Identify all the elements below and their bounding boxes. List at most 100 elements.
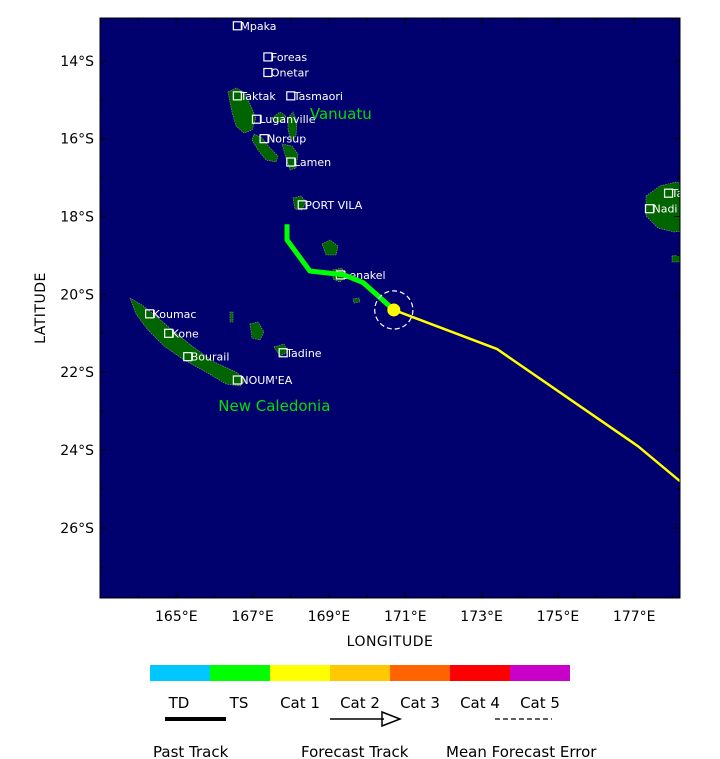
place-square-icon	[263, 67, 273, 78]
y-tick-label: 22°S	[60, 365, 94, 381]
place-label: Nadi	[652, 203, 677, 216]
category-label: Cat 1	[280, 694, 320, 712]
x-axis-title: LONGITUDE	[347, 634, 434, 650]
landmass-maewo	[287, 111, 298, 141]
place-marker: Kone	[164, 327, 199, 340]
x-tick-label: 165°E	[155, 609, 198, 625]
place-label: NOUM'EA	[240, 374, 292, 387]
map-area: Mpaka Foreas Onetar Taktak Tasmaori Luganvill…	[99, 17, 704, 599]
place-label: Luganville	[259, 113, 315, 126]
place-label: PORT VILA	[305, 199, 363, 212]
y-tick-label: 16°S	[60, 132, 94, 148]
place-label: Tadine	[285, 347, 322, 360]
place-marker: Tavua	[663, 187, 704, 200]
place-marker: Luganville	[251, 113, 316, 126]
x-axis-ticks: 165°E 167°E 169°E 171°E 173°E 175°E 177°E	[137, 18, 673, 625]
landmass-mare	[273, 343, 289, 357]
y-axis-title: LATITUDE	[33, 272, 49, 344]
place-label: Onetar	[271, 66, 309, 79]
place-label: Mpaka	[240, 20, 276, 33]
landmass-lifou	[249, 321, 265, 341]
place-square-icon	[286, 91, 296, 101]
y-tick-label: 24°S	[60, 443, 94, 459]
place-marker: PORT VILA	[297, 199, 363, 212]
y-tick-label: 18°S	[60, 210, 94, 226]
landmass-pentecost	[271, 111, 287, 123]
place-label: Taktak	[239, 90, 276, 103]
category-label: Cat 4	[460, 694, 500, 712]
region-labels: Vanuatu New Caledonia	[218, 105, 371, 415]
place-label: Kone	[172, 327, 199, 340]
category-swatch	[210, 665, 270, 681]
category-label: Cat 2	[340, 694, 380, 712]
category-swatch	[510, 665, 570, 681]
storm-tracks	[284, 224, 680, 483]
category-label: TS	[229, 694, 249, 712]
place-marker: Koumac	[145, 308, 197, 321]
place-marker: Bourail	[183, 351, 230, 364]
place-label: Tasmaori	[293, 90, 343, 103]
landmass-erromango	[321, 239, 339, 256]
landmass-fiji-islet	[671, 254, 680, 263]
region-label: New Caledonia	[218, 397, 330, 415]
place-square-icon	[183, 352, 193, 362]
place-marker: Taktak	[232, 90, 276, 103]
place-square-icon	[232, 21, 242, 31]
y-tick-label: 26°S	[60, 521, 94, 537]
landmass-espiritu-santo	[227, 87, 257, 134]
place-square-icon	[278, 348, 288, 358]
landmass-grande-terre	[129, 297, 247, 387]
landmass-malekula	[251, 133, 279, 163]
x-tick-label: 171°E	[384, 609, 427, 625]
landmass-ouvea	[229, 311, 234, 323]
place-marker: Onetar	[263, 66, 309, 79]
landmass-anatom	[352, 297, 361, 304]
past-track-label: Past Track	[153, 743, 229, 759]
place-square-icon	[145, 309, 155, 319]
category-label: TD	[168, 694, 190, 712]
place-square-icon	[232, 375, 242, 385]
category-swatch	[270, 665, 330, 681]
place-square-icon	[259, 134, 269, 144]
category-swatch	[150, 665, 210, 681]
region-label: Vanuatu	[310, 105, 372, 123]
y-axis-ticks: 14°S 16°S 18°S 20°S 22°S 24°S 26°S	[60, 21, 680, 568]
place-label: Bourail	[191, 351, 230, 364]
y-tick-label: 14°S	[60, 54, 94, 70]
forecast-track-line	[393, 308, 680, 483]
forecast-error-circle	[374, 290, 414, 330]
place-square-icon	[251, 114, 262, 124]
category-swatch	[330, 665, 390, 681]
category-label: Cat 5	[520, 694, 560, 712]
place-square-icon	[232, 91, 242, 101]
place-marker: Tasmaori	[286, 90, 343, 103]
category-swatch	[390, 665, 450, 681]
category-swatch	[450, 665, 510, 681]
x-tick-label: 177°E	[613, 609, 656, 625]
place-label: Lamen	[294, 156, 331, 169]
place-square-icon	[663, 188, 674, 198]
place-square-icon	[644, 204, 655, 214]
category-labels: TD TS Cat 1 Cat 2 Cat 3 Cat 4 Cat 5	[168, 694, 560, 712]
landmass-efate	[292, 195, 307, 211]
place-square-icon	[297, 200, 307, 210]
x-tick-label: 175°E	[537, 609, 580, 625]
place-label: Norsup	[267, 133, 306, 146]
landmass-ambrym	[281, 143, 299, 171]
x-tick-label: 173°E	[460, 609, 503, 625]
place-marker: Mpaka	[232, 20, 277, 33]
x-tick-label: 169°E	[308, 609, 351, 625]
place-label: Tavua	[671, 187, 704, 200]
place-marker: Nadi	[644, 203, 677, 216]
landmass-viti-levu	[645, 181, 680, 233]
place-label: Koumac	[153, 308, 197, 321]
past-track-line	[284, 224, 396, 312]
place-marker: Norsup	[259, 133, 306, 146]
place-marker: Foreas	[263, 51, 307, 64]
mean-error-label: Mean Forecast Error	[446, 743, 597, 759]
place-markers: Mpaka Foreas Onetar Taktak Tasmaori Luganvill…	[145, 20, 704, 387]
map-frame	[99, 17, 681, 599]
place-square-icon	[263, 52, 273, 62]
current-position-dot	[387, 303, 401, 317]
x-tick-label: 167°E	[231, 609, 274, 625]
